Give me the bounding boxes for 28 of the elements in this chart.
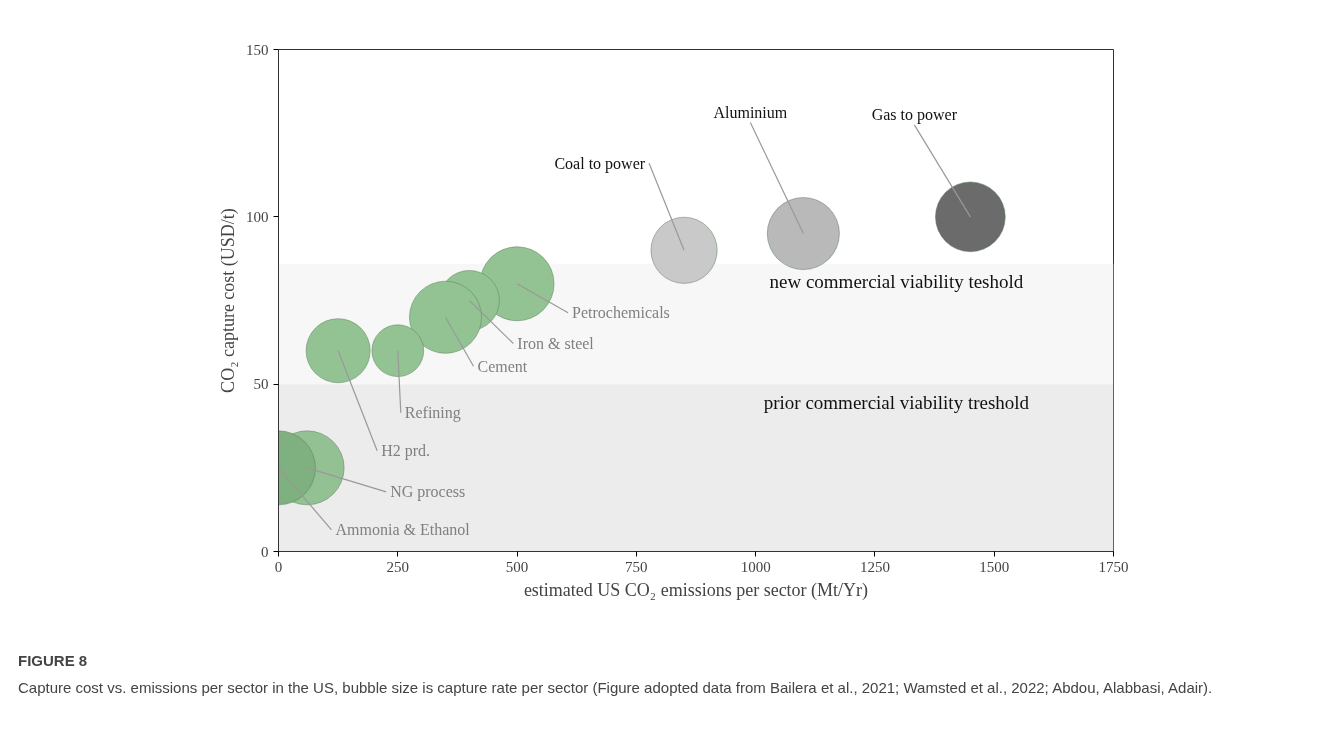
x-tick-label: 1750: [1098, 558, 1129, 575]
annotation: Aluminium: [713, 104, 788, 122]
y-tick-label: 0: [261, 543, 269, 560]
annotation: Cement: [477, 357, 528, 375]
annotation: H2 prd.: [381, 442, 431, 461]
band-label: new commercial viability teshold: [769, 271, 1024, 293]
x-tick-label: 1250: [859, 558, 890, 575]
y-tick-label: 50: [253, 376, 269, 393]
x-tick-label: 250: [386, 558, 410, 575]
x-tick-label: 1500: [979, 558, 1010, 575]
text: Capture cost vs. emissions per sector in the US, bubble size is capture rate per sector (Figure adopted data from Bailera et al., 2021; Wamsted et al., 2022; Abdou, Alabbasi, Adair).: [18, 678, 1213, 699]
annotation: Refining: [404, 404, 461, 423]
x-tick-label: 1000: [740, 558, 771, 575]
band-label: prior commercial viability treshold: [763, 391, 1030, 413]
y-tick-label: 150: [246, 41, 269, 58]
x-tick-label: 0: [274, 558, 283, 575]
y-axis-title: CO₂ capture cost (USD/t): [218, 208, 239, 393]
caption: FIGURE 8: [18, 651, 89, 671]
x-axis-title: estimated US CO₂ emissions per sector (Mt/Yr): [523, 579, 869, 601]
x-tick-label: 750: [625, 558, 648, 575]
annotation: NG process: [390, 483, 466, 502]
x-tick-label: 500: [505, 558, 529, 575]
annotation: Coal to power: [554, 154, 646, 173]
annotation: Gas to power: [871, 106, 958, 125]
annotation: Petrochemicals: [572, 304, 670, 322]
y-tick-label: 100: [246, 208, 269, 225]
annotation: Iron & steel: [517, 335, 595, 352]
annotation: Ammonia & Ethanol: [335, 521, 471, 539]
